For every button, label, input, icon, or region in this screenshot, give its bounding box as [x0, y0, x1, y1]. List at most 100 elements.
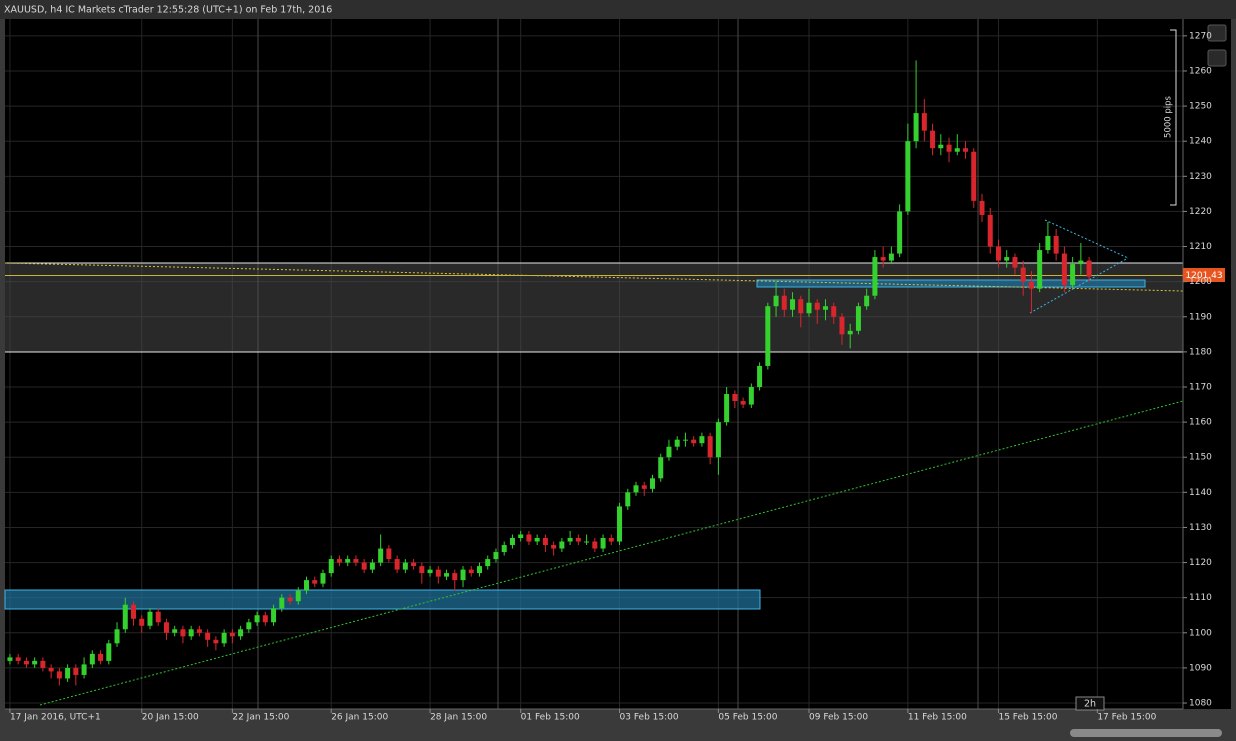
candle-body: [394, 559, 400, 570]
screenshot-button[interactable]: [1207, 49, 1227, 67]
candle-body: [897, 211, 903, 254]
x-tick-label: 03 Feb 15:00: [620, 713, 679, 723]
candle-body: [518, 534, 524, 538]
candle-body: [1037, 250, 1043, 289]
candle-body: [485, 559, 491, 567]
candle-body: [7, 657, 13, 661]
x-tick-label: 05 Feb 15:00: [718, 713, 777, 723]
candle-body: [954, 148, 960, 152]
candle-body: [295, 590, 301, 602]
candle-body: [559, 541, 565, 549]
measure-label: 5000 pips: [1164, 95, 1174, 137]
candle-body: [773, 295, 779, 307]
y-tick-label: 1200: [1189, 277, 1212, 287]
triangle-line: [1044, 219, 1129, 259]
candle-body: [600, 537, 606, 549]
candle-body: [205, 632, 211, 640]
x-tick-label: 11 Feb 15:00: [908, 713, 967, 723]
candle-body: [427, 569, 433, 574]
x-tick-label: 15 Feb 15:00: [998, 713, 1057, 723]
candle-body: [1070, 264, 1076, 286]
candle-body: [180, 629, 186, 637]
candle-body: [229, 632, 235, 637]
candle-body: [1045, 236, 1051, 251]
candle-body: [608, 537, 614, 542]
settings-button[interactable]: [1207, 24, 1227, 42]
support-box: [4, 589, 761, 610]
x-tick-label: 17 Feb 15:00: [1097, 713, 1156, 723]
x-tick-label: 09 Feb 15:00: [809, 713, 868, 723]
candle-body: [658, 457, 664, 479]
x-tick-label: 01 Feb 15:00: [521, 713, 580, 723]
y-tick-label: 1100: [1189, 628, 1212, 638]
candle-body: [880, 257, 886, 261]
candle-body: [320, 573, 326, 584]
candle-body: [279, 597, 285, 609]
candle-body: [155, 611, 161, 623]
zone-band: [5, 263, 1183, 352]
candle-body: [979, 200, 985, 215]
y-tick-label: 1130: [1189, 523, 1212, 533]
candle-body: [81, 664, 87, 675]
candle-body: [831, 306, 837, 317]
candle-body: [584, 541, 590, 543]
candle-body: [633, 485, 639, 493]
candle-body: [476, 566, 482, 574]
candle-body: [542, 537, 548, 546]
candle-body: [740, 401, 746, 405]
candle-body: [757, 365, 763, 387]
x-tick-label: 17 Jan 2016, UTC+1: [10, 713, 101, 723]
candle-body: [336, 559, 342, 563]
candle-body: [649, 478, 655, 489]
candle-body: [963, 148, 969, 152]
candle-body: [287, 597, 293, 602]
chart-title: XAUUSD, h4 IC Markets cTrader 12:55:28 (…: [4, 5, 332, 16]
candle-body: [106, 643, 112, 661]
candle-body: [419, 566, 425, 574]
candle-body: [1053, 236, 1059, 254]
candle-body: [435, 569, 441, 577]
x-tick-label: 28 Jan 15:00: [430, 713, 487, 723]
candle-body: [147, 611, 153, 626]
candle-body: [172, 629, 178, 633]
candle-body: [987, 214, 993, 247]
y-tick-label: 1260: [1189, 66, 1212, 76]
candle-body: [188, 629, 194, 637]
candle-body: [73, 667, 79, 675]
y-tick-label: 1110: [1189, 593, 1212, 603]
candle-body: [707, 436, 713, 458]
candle-body: [551, 545, 557, 549]
candle-body: [89, 653, 95, 665]
candle-body: [378, 548, 384, 563]
scrollbar[interactable]: [1070, 729, 1222, 737]
candle-body: [839, 316, 845, 335]
candle-body: [501, 545, 507, 553]
candle-body: [864, 295, 870, 307]
candle-body: [468, 569, 474, 574]
y-tick-label: 1120: [1189, 558, 1212, 568]
candle-body: [798, 299, 804, 314]
candle-body: [1004, 257, 1010, 261]
candle-body: [575, 537, 581, 542]
candle-body: [48, 667, 54, 672]
x-tick-label: 26 Jan 15:00: [331, 713, 388, 723]
candle-body: [641, 485, 647, 489]
y-tick-label: 1270: [1189, 31, 1212, 41]
y-tick-label: 1090: [1189, 663, 1212, 673]
candle-body: [971, 151, 977, 201]
candle-body: [872, 257, 878, 296]
candle-body: [15, 657, 21, 661]
candle-body: [748, 387, 754, 405]
y-tick-label: 1240: [1189, 137, 1212, 147]
candle-body: [369, 562, 375, 570]
candle-body: [509, 537, 515, 546]
candle-body: [930, 130, 936, 149]
candle-body: [913, 113, 919, 142]
candle-body: [460, 569, 466, 581]
candle-body: [822, 306, 828, 310]
candle-body: [1028, 281, 1034, 289]
candle-body: [411, 562, 417, 567]
timeframe-box[interactable]: [1075, 696, 1105, 711]
candle-body: [312, 580, 318, 584]
candle-body: [938, 144, 944, 149]
